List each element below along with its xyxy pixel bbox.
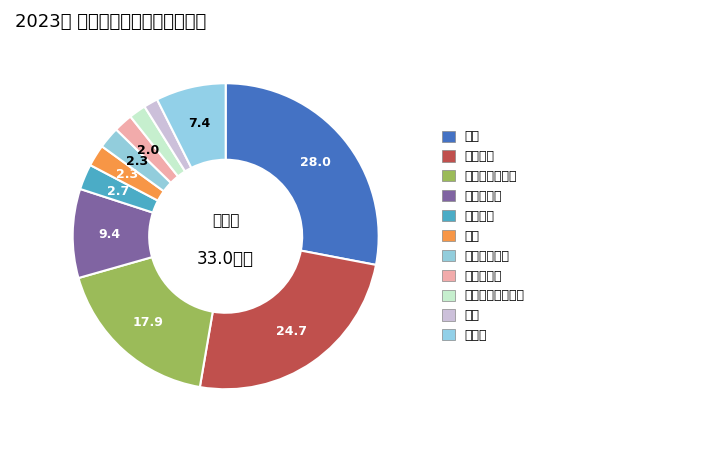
Text: 2.0: 2.0 [137, 144, 159, 157]
Wedge shape [116, 117, 178, 183]
Text: 17.9: 17.9 [132, 316, 163, 329]
Wedge shape [200, 251, 376, 389]
Text: 2.3: 2.3 [126, 155, 148, 168]
Wedge shape [130, 107, 185, 176]
Text: 24.7: 24.7 [277, 325, 307, 338]
Wedge shape [157, 83, 226, 168]
Wedge shape [90, 146, 164, 201]
Wedge shape [226, 83, 379, 265]
Legend: 中国, ベトナム, バングラデシュ, ミャンマー, メキシコ, 韓国, インドネシア, カンボジア, アラブ首長国連邦, 香港, その他: 中国, ベトナム, バングラデシュ, ミャンマー, メキシコ, 韓国, インドネ… [443, 130, 525, 342]
Text: 2.7: 2.7 [108, 184, 130, 198]
Text: 2.3: 2.3 [116, 168, 138, 181]
Wedge shape [80, 165, 158, 212]
Text: 9.4: 9.4 [98, 228, 120, 241]
Text: 33.0億円: 33.0億円 [197, 250, 254, 268]
Text: 28.0: 28.0 [300, 156, 331, 169]
Wedge shape [79, 257, 213, 387]
Wedge shape [145, 99, 191, 171]
Text: 総　額: 総 額 [212, 213, 240, 229]
Wedge shape [73, 189, 153, 278]
Text: 7.4: 7.4 [188, 117, 210, 130]
Text: 2023年 輸出相手国のシェア（％）: 2023年 輸出相手国のシェア（％） [15, 14, 206, 32]
Wedge shape [102, 130, 171, 191]
